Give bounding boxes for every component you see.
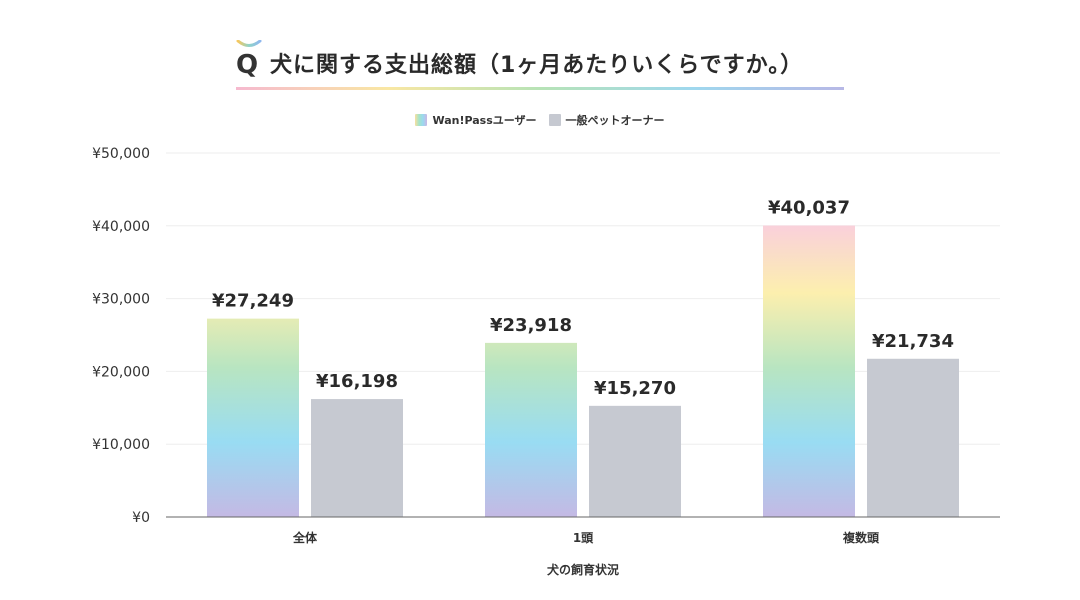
legend-label-wanpass: Wan!Passユーザー [432,114,537,127]
bars [207,225,959,517]
bar-wanpass-2 [763,225,855,517]
page-title: 犬に関する支出総額（1ヶ月あたりいくらですか。） [270,53,804,78]
value-label-wanpass-0: ¥27,249 [212,291,294,312]
legend-label-general: 一般ペットオーナー [565,114,665,127]
legend-swatch-wanpass [415,114,428,126]
rainbow-arc-icon [236,40,262,47]
title-underline [236,87,844,90]
category-label-2: 複数頭 [842,530,880,545]
value-label-wanpass-1: ¥23,918 [490,315,572,336]
value-label-wanpass-2: ¥40,037 [768,198,850,219]
bar-general-1 [589,405,681,517]
y-tick-label: ¥40,000 [92,219,150,235]
question-marker: Q [236,50,259,80]
y-tick-label: ¥50,000 [92,146,150,162]
category-label-1: 1頭 [573,531,594,545]
legend-item-wanpass: Wan!Passユーザー [415,112,537,128]
legend-swatch-general [548,114,561,126]
bar-general-2 [867,358,959,517]
bar-general-0 [311,399,403,517]
grid-lines [166,152,1000,445]
bar-wanpass-1 [485,342,577,517]
chart-title-block: Q 犬に関する支出総額（1ヶ月あたりいくらですか。） [236,40,844,90]
y-tick-label: ¥30,000 [92,292,150,308]
legend-item-general: 一般ペットオーナー [548,112,665,128]
y-tick-label: ¥0 [132,510,150,526]
x-axis-title: 犬の飼育状況 [547,562,619,577]
bar-wanpass-0 [207,318,299,517]
y-tick-label: ¥20,000 [92,364,150,380]
y-tick-label: ¥10,000 [92,437,150,453]
value-label-general-1: ¥15,270 [594,378,676,399]
value-label-general-0: ¥16,198 [316,371,398,392]
category-label-0: 全体 [292,530,318,545]
value-labels: ¥27,249 ¥16,198 ¥23,918 ¥15,270 ¥40,037 ¥21,7… [212,198,954,399]
y-axis-ticks: ¥0 ¥10,000 ¥20,000 ¥30,000 ¥40,000 ¥50,000 [92,146,150,526]
chart-legend: Wan!Passユーザー 一般ペットオーナー [0,112,1080,128]
value-label-general-2: ¥21,734 [872,331,954,352]
x-axis-categories: 全体 1頭 複数頭 [292,530,880,545]
